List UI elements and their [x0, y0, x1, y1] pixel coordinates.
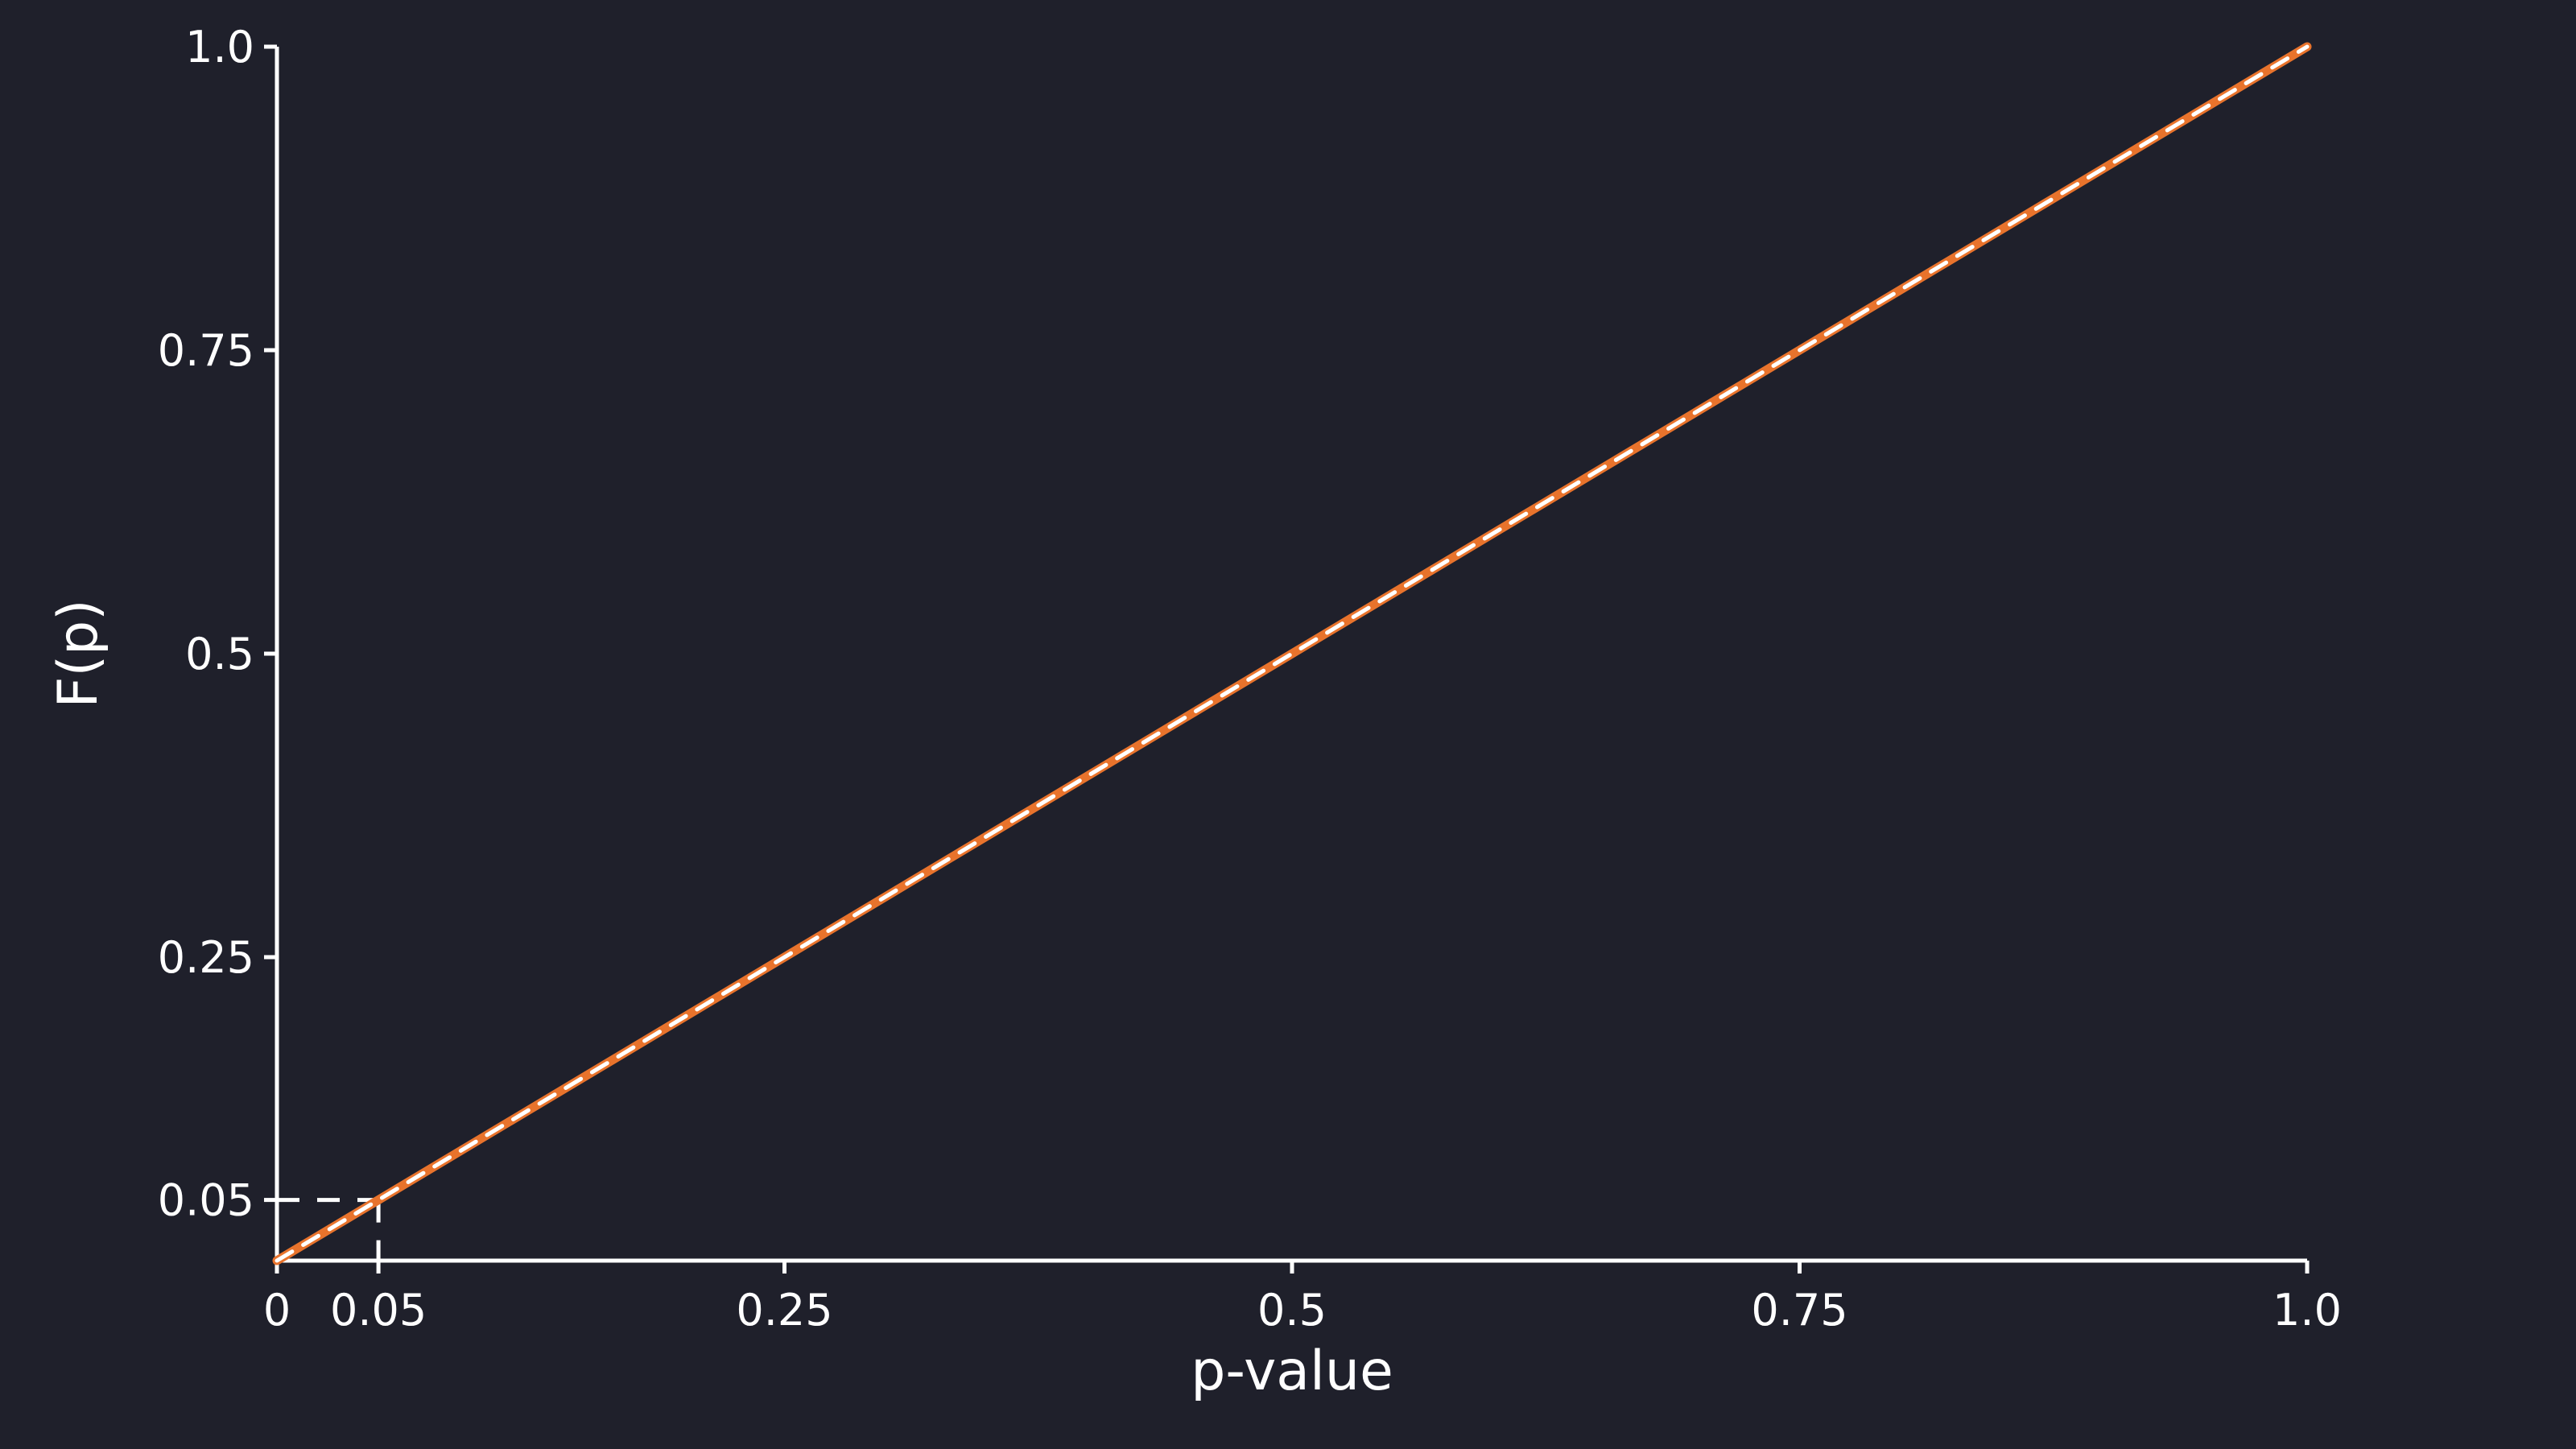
- threshold-guides: [277, 1198, 381, 1261]
- x-tick-label: 0.5: [1257, 1285, 1327, 1335]
- x-axis-label: p-value: [1191, 1340, 1393, 1403]
- series-line-2: [275, 44, 2310, 1263]
- y-tick-label: 0.5: [185, 629, 254, 679]
- x-axis-ticks: 0 0.05 0.25 0.5 0.75 1.0: [263, 1261, 2342, 1335]
- y-tick-label: 0.25: [158, 932, 254, 983]
- series-group: [272, 42, 2312, 1265]
- y-tick-label: 1.0: [185, 22, 254, 72]
- y-tick-label: 0.05: [158, 1175, 254, 1226]
- x-tick-label: 0.05: [330, 1285, 427, 1335]
- x-tick-label: 0: [263, 1285, 291, 1335]
- x-tick-label: 1.0: [2273, 1285, 2342, 1335]
- y-axis-label: F(p): [47, 599, 110, 708]
- y-axis-ticks: 0.05 0.25 0.5 0.75 1.0: [158, 22, 277, 1226]
- y-tick-label: 0.75: [158, 325, 254, 376]
- x-tick-label: 0.25: [736, 1285, 832, 1335]
- x-tick-label: 0.75: [1751, 1285, 1847, 1335]
